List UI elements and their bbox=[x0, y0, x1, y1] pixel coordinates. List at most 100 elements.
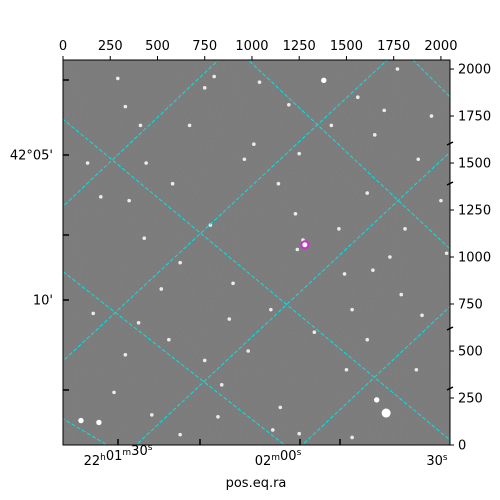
ra-tick-label: 02m00s bbox=[255, 448, 302, 469]
dec-grid-line bbox=[247, 60, 450, 250]
ra-axis-bottom: 22h01m30s 02m00s 30s bbox=[84, 439, 448, 469]
star-point bbox=[399, 292, 404, 297]
star-point bbox=[297, 151, 302, 156]
star-point bbox=[91, 311, 96, 316]
marker-layer bbox=[300, 240, 310, 250]
dec-tick-mark-right bbox=[446, 181, 454, 186]
dec-grid-line bbox=[63, 118, 450, 441]
star-point bbox=[416, 157, 421, 162]
y-tick-label: 2000 bbox=[458, 63, 491, 78]
y-tick-label: 1250 bbox=[458, 204, 491, 219]
stars-layer bbox=[78, 67, 449, 440]
star-point bbox=[420, 313, 424, 318]
star-point bbox=[344, 368, 349, 372]
ra-tick-label: 30s bbox=[426, 453, 448, 469]
star-point bbox=[429, 114, 434, 118]
x-tick-label: 2000 bbox=[424, 39, 457, 54]
star-point bbox=[202, 86, 207, 90]
star-point bbox=[287, 102, 291, 107]
star-point bbox=[227, 317, 232, 321]
star-point bbox=[202, 358, 207, 363]
star-point bbox=[242, 157, 247, 162]
x-tick-label: 1750 bbox=[377, 39, 410, 54]
star-point bbox=[219, 383, 224, 387]
star-point bbox=[295, 247, 300, 252]
star-point bbox=[350, 435, 354, 440]
star-point bbox=[252, 142, 256, 147]
ra-grid-line bbox=[63, 60, 388, 362]
star-point bbox=[123, 352, 128, 357]
x-tick-label: 500 bbox=[145, 39, 170, 54]
plot-frame bbox=[62, 59, 451, 446]
star-point bbox=[278, 405, 283, 410]
star-point bbox=[414, 368, 419, 372]
star-point bbox=[355, 95, 360, 100]
x-tick-label: 0 bbox=[59, 39, 67, 54]
dec-tick-mark-right bbox=[446, 326, 454, 331]
star-point bbox=[302, 242, 308, 248]
star-point bbox=[123, 104, 128, 109]
star-point bbox=[381, 408, 391, 418]
ra-grid-line bbox=[135, 151, 450, 445]
star-point bbox=[150, 413, 154, 417]
star-point bbox=[444, 251, 449, 256]
star-point bbox=[112, 390, 116, 395]
star-point bbox=[216, 415, 220, 419]
x-tick-label: 1250 bbox=[283, 39, 316, 54]
star-point bbox=[115, 76, 120, 81]
dec-tick-mark-right bbox=[446, 386, 454, 391]
star-point bbox=[170, 181, 175, 186]
star-point bbox=[297, 431, 302, 436]
dec-tick-label: 10' bbox=[33, 294, 53, 309]
star-point bbox=[337, 227, 341, 231]
y-tick-label: 500 bbox=[458, 345, 483, 360]
star-point bbox=[350, 307, 354, 312]
star-point bbox=[178, 432, 182, 437]
star-point bbox=[96, 419, 102, 426]
dec-axis-left: 42°05' 10' bbox=[10, 79, 454, 391]
star-point bbox=[187, 123, 192, 128]
star-point bbox=[388, 255, 392, 259]
y-tick-label: 0 bbox=[458, 439, 466, 454]
y-tick-label: 250 bbox=[458, 392, 483, 407]
y-tick-label: 750 bbox=[458, 298, 483, 313]
star-point bbox=[246, 349, 250, 353]
star-point bbox=[372, 133, 377, 137]
star-point bbox=[167, 337, 171, 342]
star-point bbox=[403, 227, 407, 231]
star-point bbox=[321, 77, 327, 84]
target-marker bbox=[300, 240, 310, 250]
star-point bbox=[365, 337, 370, 342]
star-point bbox=[78, 417, 84, 424]
star-point bbox=[178, 260, 182, 265]
star-point bbox=[159, 287, 164, 291]
star-point bbox=[85, 161, 90, 165]
dec-grid-line bbox=[63, 418, 109, 445]
star-point bbox=[98, 195, 103, 199]
star-point bbox=[365, 191, 370, 195]
star-point bbox=[270, 428, 275, 432]
star-point bbox=[138, 123, 143, 128]
x-tick-label: 1500 bbox=[330, 39, 363, 54]
star-point bbox=[231, 281, 235, 286]
sky-noise bbox=[63, 60, 450, 445]
ra-tick-label: 22h01m30s bbox=[84, 443, 153, 469]
star-point bbox=[212, 74, 216, 79]
y-tick-label: 1750 bbox=[458, 110, 491, 125]
star-point bbox=[269, 307, 273, 312]
plot-area bbox=[63, 60, 450, 445]
dec-tick-mark-right bbox=[446, 141, 454, 146]
star-point bbox=[142, 236, 147, 241]
star-point bbox=[276, 181, 281, 186]
star-point bbox=[312, 330, 317, 335]
x-tick-label: 1000 bbox=[235, 39, 268, 54]
x-pixel-axis-top: 0 250 500 750 1000 1250 1500 1750 2000 bbox=[59, 39, 457, 60]
star-point bbox=[257, 80, 262, 84]
dec-tick-label: 42°05' bbox=[10, 149, 53, 164]
star-point bbox=[382, 108, 387, 113]
star-point bbox=[439, 198, 443, 203]
x-tick-label: 750 bbox=[192, 39, 217, 54]
star-point bbox=[208, 223, 213, 227]
star-point bbox=[395, 67, 400, 71]
